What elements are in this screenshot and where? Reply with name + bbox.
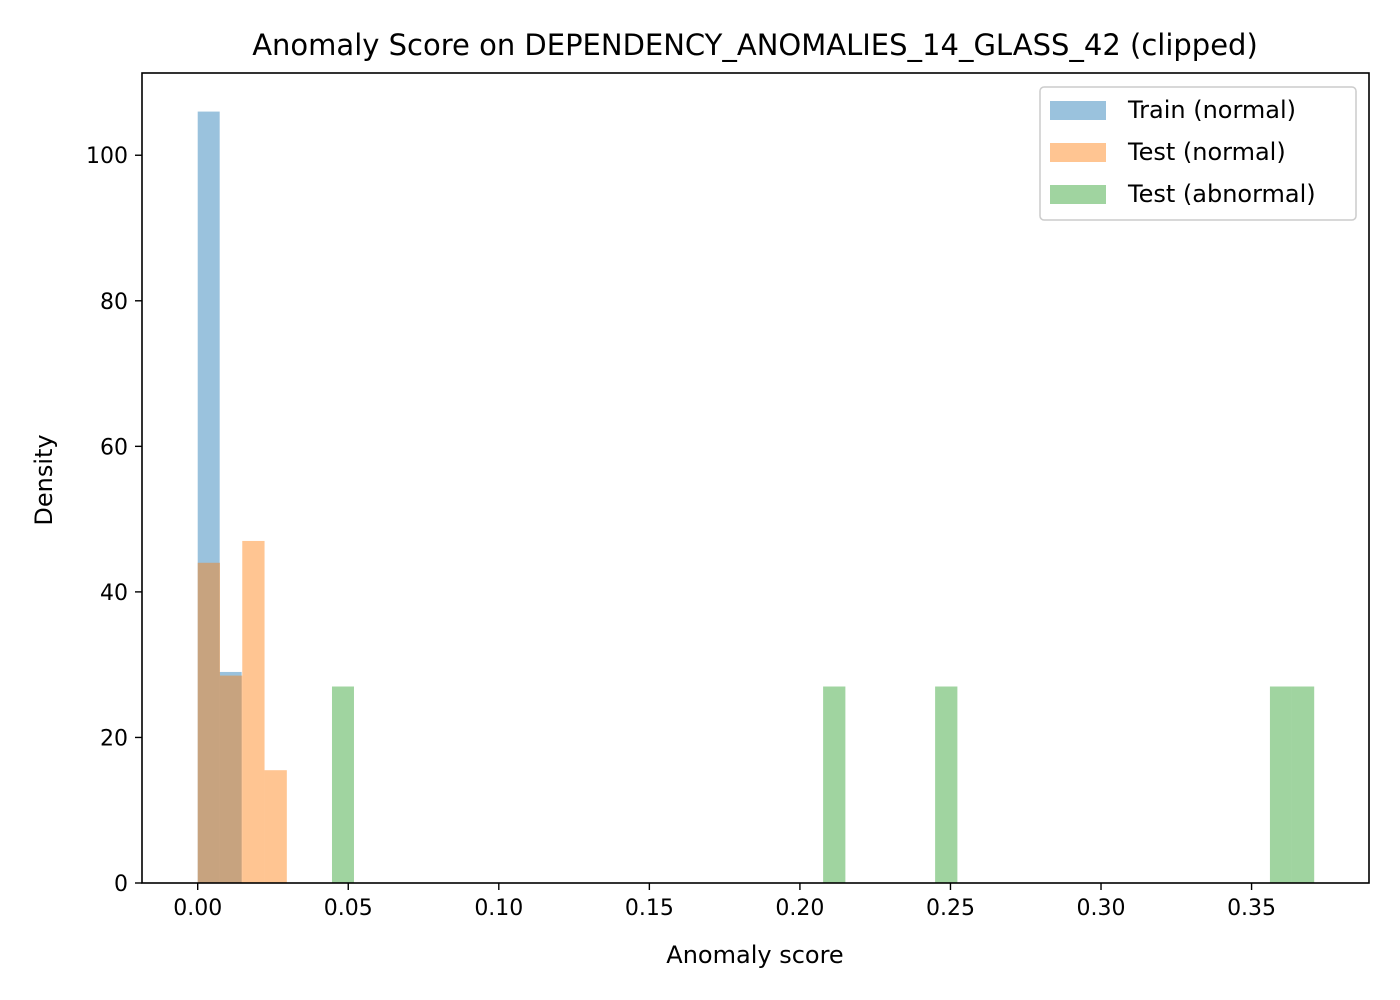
legend-box: [1039, 86, 1357, 221]
x-axis-ticks: 0.00 0.05 0.10 0.15 0.20 0.25 0.30 0.35: [173, 883, 1276, 921]
y-axis-ticks: 0 20 40 60 80 100: [86, 144, 142, 897]
y-tick-label: 20: [100, 726, 128, 751]
bar-series-2-bin-3: [1269, 686, 1292, 883]
bar-series-2-bin-2: [935, 686, 958, 883]
x-axis-label: Anomaly score: [666, 941, 843, 969]
bar-series-2-bin-4: [1291, 686, 1315, 883]
legend: Train (normal) Test (normal) Test (abnorma…: [1039, 86, 1357, 221]
y-axis-label: Density: [30, 434, 58, 525]
x-tick-label: 0.15: [625, 896, 674, 921]
bar-series-0-bin-0: [197, 111, 220, 884]
plot-frame: [141, 72, 1370, 884]
bar-series-0-bin-1: [219, 671, 242, 883]
legend-swatch: [1050, 143, 1106, 162]
bar-series-2-bin-1: [823, 686, 846, 883]
x-tick-label: 0.35: [1227, 896, 1276, 921]
bar-series-1-bin-2: [242, 540, 265, 883]
y-tick-label: 60: [100, 435, 128, 460]
x-tick-label: 0.25: [926, 896, 975, 921]
bars-layer: [197, 111, 1315, 884]
legend-label: Train (normal): [1127, 96, 1296, 124]
chart-title: Anomaly Score on DEPENDENCY_ANOMALIES_14…: [252, 28, 1258, 62]
legend-label: Test (normal): [1127, 138, 1286, 166]
bar-series-2-bin-0: [331, 686, 354, 883]
bar-series-1-bin-0: [197, 562, 220, 883]
bar-series-1-bin-3: [264, 770, 287, 883]
x-tick-label: 0.10: [474, 896, 523, 921]
y-tick-label: 0: [114, 872, 128, 897]
y-tick-label: 40: [100, 581, 128, 606]
x-tick-label: 0.00: [173, 896, 222, 921]
bar-series-1-bin-1: [219, 675, 243, 883]
x-tick-label: 0.20: [775, 896, 824, 921]
legend-swatch: [1050, 185, 1106, 204]
x-tick-label: 0.05: [324, 896, 373, 921]
y-tick-label: 100: [86, 144, 128, 169]
x-tick-label: 0.30: [1077, 896, 1126, 921]
legend-label: Test (abnormal): [1127, 180, 1316, 208]
legend-swatch: [1050, 101, 1106, 120]
y-tick-label: 80: [100, 290, 128, 315]
